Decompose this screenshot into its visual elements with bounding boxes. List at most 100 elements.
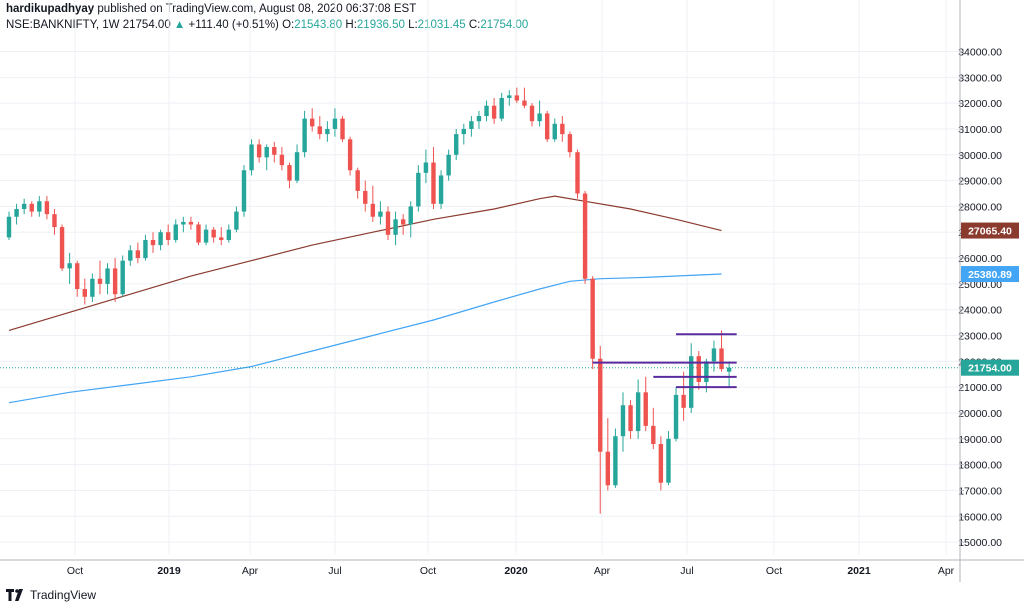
candle-body bbox=[241, 170, 247, 212]
candle-body bbox=[272, 147, 277, 155]
candle-body bbox=[310, 118, 315, 127]
candle-body bbox=[264, 147, 269, 158]
open-value: 21543.80 bbox=[294, 19, 343, 31]
candle-body bbox=[332, 118, 338, 129]
candle-body bbox=[711, 348, 717, 362]
candle-body bbox=[628, 405, 633, 432]
high-label: H: bbox=[345, 19, 357, 31]
open-label: O: bbox=[282, 19, 295, 31]
candle-body bbox=[529, 105, 535, 122]
close-label: C: bbox=[468, 19, 481, 31]
candle-body bbox=[507, 95, 512, 98]
candle-body bbox=[408, 206, 413, 225]
candle-body bbox=[575, 152, 580, 194]
candle-body bbox=[423, 162, 429, 173]
low-label: L: bbox=[408, 19, 418, 31]
candle-body bbox=[143, 239, 148, 259]
candle-body bbox=[203, 229, 209, 243]
candle-body bbox=[219, 237, 224, 240]
candle-body bbox=[150, 239, 156, 246]
candle-body bbox=[431, 162, 436, 204]
chart-attribution: hardikupadhyay published on TradingView.… bbox=[6, 3, 416, 15]
candle-body bbox=[44, 201, 50, 215]
candle-body bbox=[567, 134, 573, 153]
candle-body bbox=[135, 250, 141, 259]
price-label-text: 25380.89 bbox=[968, 269, 1012, 281]
candle-body bbox=[438, 175, 444, 204]
candle-body bbox=[385, 211, 391, 235]
candle-body bbox=[82, 289, 87, 297]
candle-body bbox=[196, 224, 201, 243]
candle-body bbox=[21, 203, 27, 209]
candle-body bbox=[522, 100, 527, 106]
candle-body bbox=[719, 348, 724, 370]
price-tick-label: 23000.00 bbox=[958, 331, 1002, 343]
candle-body bbox=[537, 113, 542, 122]
tradingview-brand[interactable]: TradingView bbox=[30, 588, 97, 602]
candle-body bbox=[491, 105, 497, 119]
time-tick-label: Apr bbox=[242, 565, 259, 577]
author-name[interactable]: hardikupadhyay bbox=[6, 3, 95, 15]
candle-body bbox=[658, 443, 664, 483]
candle-body bbox=[666, 438, 671, 483]
candle-body bbox=[393, 219, 398, 235]
last-price: 21754.00 bbox=[122, 19, 171, 31]
candle-body bbox=[681, 394, 686, 408]
candle-body bbox=[476, 116, 482, 122]
candle-body bbox=[249, 144, 254, 171]
high-value: 21936.50 bbox=[356, 19, 405, 31]
symbol-label[interactable]: NSE:BANKNIFTY, 1W bbox=[6, 19, 120, 31]
time-tick-label: Oct bbox=[766, 565, 782, 577]
candle-body bbox=[128, 250, 133, 261]
candle-body bbox=[620, 405, 626, 437]
candle-body bbox=[484, 105, 489, 117]
moving-average-short bbox=[8, 273, 722, 404]
time-tick-label: Apr bbox=[594, 565, 611, 577]
horizontal-levels bbox=[592, 333, 737, 389]
moving-averages bbox=[8, 195, 722, 404]
price-label-text: 27065.40 bbox=[968, 226, 1012, 238]
candle-body bbox=[461, 128, 466, 135]
price-tick-label: 28000.00 bbox=[958, 201, 1002, 213]
candle-body bbox=[294, 152, 300, 181]
price-tick-label: 24000.00 bbox=[958, 305, 1002, 317]
candle-body bbox=[112, 268, 118, 295]
time-tick-label: Jul bbox=[328, 565, 341, 577]
price-tick-label: 31000.00 bbox=[958, 124, 1002, 136]
candle-body bbox=[120, 260, 125, 295]
price-tick-label: 20000.00 bbox=[958, 408, 1002, 420]
price-tick-label: 26000.00 bbox=[958, 253, 1002, 265]
candle-body bbox=[454, 134, 459, 155]
candle-body bbox=[234, 211, 239, 230]
candle-body bbox=[173, 224, 178, 240]
candle-body bbox=[355, 170, 360, 191]
candle-body bbox=[287, 165, 292, 181]
candle-body bbox=[370, 203, 376, 217]
price-label-text: 21754.00 bbox=[968, 363, 1012, 375]
candle-body bbox=[302, 118, 307, 153]
time-tick-label: Jul bbox=[680, 565, 693, 577]
candle-body bbox=[643, 392, 648, 426]
candle-body bbox=[378, 211, 383, 217]
candle-body bbox=[514, 95, 520, 101]
candle-body bbox=[598, 358, 603, 452]
candle-body bbox=[317, 126, 322, 135]
candle-body bbox=[552, 123, 557, 140]
candle-body bbox=[590, 278, 595, 359]
footer: TradingView bbox=[6, 588, 96, 602]
price-tick-label: 30000.00 bbox=[958, 150, 1002, 162]
candlesticks bbox=[6, 87, 732, 514]
price-label-box bbox=[961, 222, 1019, 239]
price-tick-label: 33000.00 bbox=[958, 72, 1002, 84]
chart-grid bbox=[0, 0, 960, 555]
candle-body bbox=[97, 278, 103, 284]
price-tick-label: 29000.00 bbox=[958, 176, 1002, 188]
candle-body bbox=[14, 209, 19, 217]
candle-body bbox=[726, 367, 732, 372]
moving-average-long bbox=[8, 195, 722, 331]
up-triangle-icon: ▲ bbox=[173, 19, 186, 31]
candle-body bbox=[416, 172, 421, 207]
time-tick-label: 2019 bbox=[157, 565, 181, 577]
candle-body bbox=[605, 451, 611, 486]
